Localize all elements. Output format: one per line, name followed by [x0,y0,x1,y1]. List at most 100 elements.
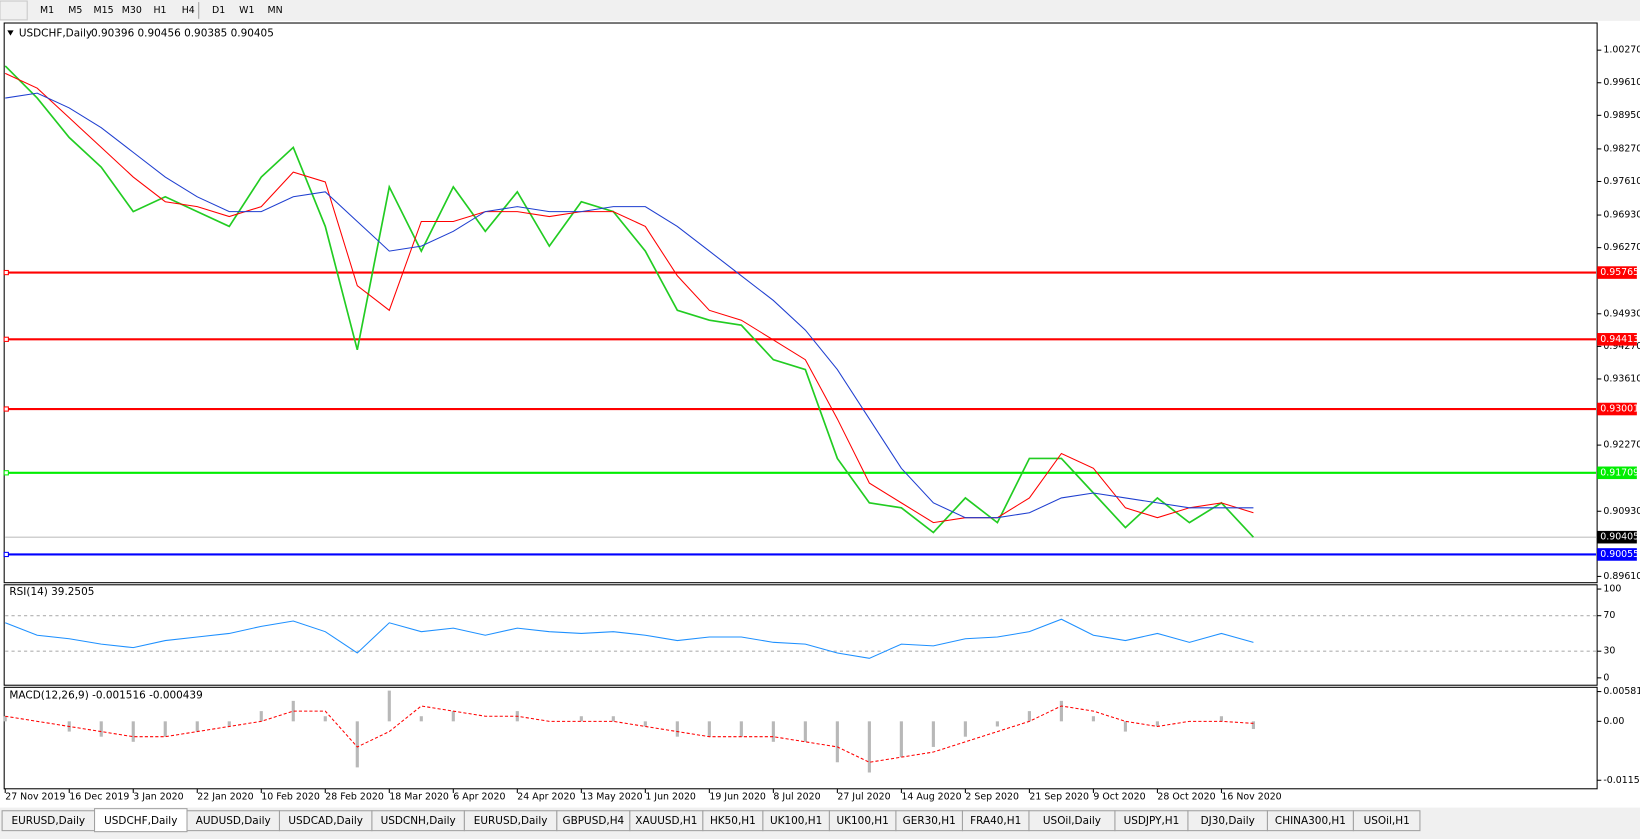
tab[interactable] [1352,810,1421,832]
x-tick-label: 16 Nov 2020 [1221,792,1281,803]
x-tick-label: 24 Apr 2020 [517,792,575,803]
level-handle[interactable] [3,551,9,558]
y-tick-label: 0.92270 [1603,440,1640,451]
y-tick-label: 0.98270 [1603,143,1640,154]
y-tick-label: 0.98950 [1603,110,1640,121]
level-handle[interactable] [3,470,9,476]
y-tick-label: 0.99610 [1603,77,1640,88]
level-label: 0.90055 [1600,549,1639,560]
tab-label[interactable]: GBPUSD,H4 [562,815,624,827]
timeframe-button[interactable]: M1 [40,5,54,16]
y-tick-label: 0.96270 [1603,242,1640,253]
rsi-frame [3,584,1598,686]
rsi-title: RSI(14) 39.2505 [9,586,94,598]
y-tick-label: 0.94930 [1603,308,1640,319]
x-tick-label: 21 Sep 2020 [1029,792,1089,803]
y-tick-label: 0.94270 [1603,341,1640,352]
level-label: 0.94413 [1600,334,1639,345]
macd-frame [3,686,1598,790]
level-label: 0.93001 [1600,404,1639,415]
x-tick-label: 14 Aug 2020 [901,792,961,803]
y-tick-label: 0.93610 [1603,373,1640,384]
level-label-bg [1597,466,1637,480]
y-tick-label: 0.005818 [1603,686,1640,697]
x-tick-label: 9 Oct 2020 [1093,792,1145,803]
x-tick-label: 28 Oct 2020 [1157,792,1215,803]
level-label: 0.95765 [1600,267,1639,278]
tab-label[interactable]: EURUSD,Daily [474,815,548,827]
y-tick-label: 70 [1603,610,1615,621]
level-handle[interactable] [3,336,9,342]
tab-label[interactable]: UK100,H1 [770,815,822,827]
x-tick-label: 1 Jun 2020 [645,792,696,803]
toolbar-bg [0,0,1640,21]
level-label-bg [1597,548,1637,561]
main-frame [3,22,1598,584]
tab-label[interactable]: USOil,Daily [1043,815,1101,827]
x-tick-label: 27 Nov 2019 [5,792,65,803]
last-price-bg [1597,530,1637,544]
y-tick-label: 30 [1603,646,1615,657]
timeframe-button[interactable]: W1 [239,5,254,16]
y-tick-label: 0.97610 [1603,176,1640,187]
y-tick-label: 0.89610 [1603,571,1640,582]
level-handle[interactable] [3,269,9,276]
x-tick-label: 16 Dec 2019 [69,792,129,803]
timeframe-button[interactable]: H4 [182,5,195,16]
tab-label[interactable]: USDCAD,Daily [288,815,363,827]
x-tick-label: 28 Feb 2020 [325,792,384,803]
timeframe-button[interactable]: D1 [212,5,225,16]
x-tick-label: 19 Jun 2020 [709,792,766,803]
level-label-bg [1597,402,1637,416]
level-label: 0.91709 [1600,467,1639,478]
tab-label[interactable]: USDJPY,H1 [1124,815,1180,827]
y-tick-label: 0.00 [1603,716,1624,727]
tab-label[interactable]: DJ30,Daily [1201,815,1255,827]
menu-button[interactable] [0,0,28,21]
x-tick-label: 22 Jan 2020 [197,792,253,803]
collapse-icon[interactable] [7,30,14,36]
tab-label[interactable]: USOil,H1 [1364,815,1410,827]
tab-label[interactable]: HK50,H1 [710,815,756,827]
tab-label[interactable]: FRA40,H1 [970,815,1021,827]
x-tick-label: 10 Feb 2020 [261,792,320,803]
timeframe-button[interactable]: MN [267,5,282,16]
tab-label[interactable]: CHINA300,H1 [1275,815,1346,827]
price-line [4,65,1255,538]
tab-label[interactable]: USDCNH,Daily [381,815,456,827]
y-tick-label: 0 [1603,672,1609,683]
y-tick-label: 0.90930 [1603,506,1640,517]
indicator-line [5,618,1254,659]
level-label-bg [1597,266,1637,279]
tab-label[interactable]: UK100,H1 [837,815,889,827]
quote: 0.90396 0.90456 0.90385 0.90405 [91,27,274,39]
timeframe-button[interactable]: M5 [68,5,82,16]
symbol-title: USDCHF,Daily [19,27,92,39]
y-tick-label: 0.96930 [1603,210,1640,221]
timeframe-button[interactable]: M15 [94,5,114,16]
tab-label[interactable]: USDCHF,Daily [104,815,177,827]
tab-label[interactable]: EURUSD,Daily [12,815,86,827]
chart-bg [0,20,1640,808]
x-tick-label: 27 Jul 2020 [837,792,890,803]
x-tick-label: 18 Mar 2020 [389,792,449,803]
y-tick-label: 1.00270 [1603,45,1640,56]
tab-label[interactable]: GER30,H1 [903,815,956,827]
level-handle[interactable] [3,406,9,412]
timeframe-button[interactable]: M30 [122,5,142,16]
x-tick-label: 13 May 2020 [581,792,642,803]
tab-label[interactable]: XAUUSD,H1 [635,815,697,827]
tab-label[interactable]: AUDUSD,Daily [196,815,271,827]
x-tick-label: 8 Jul 2020 [773,792,820,803]
x-tick-label: 6 Apr 2020 [453,792,505,803]
indicator-line [5,92,1254,519]
indicator-line [5,72,1254,524]
timeframe-button[interactable]: H1 [153,5,166,16]
x-tick-label: 2 Sep 2020 [965,792,1019,803]
y-tick-label: 100 [1603,584,1621,595]
level-label-bg [1597,333,1637,346]
indicator-line [5,705,1254,763]
last-price-label: 0.90405 [1600,532,1639,543]
